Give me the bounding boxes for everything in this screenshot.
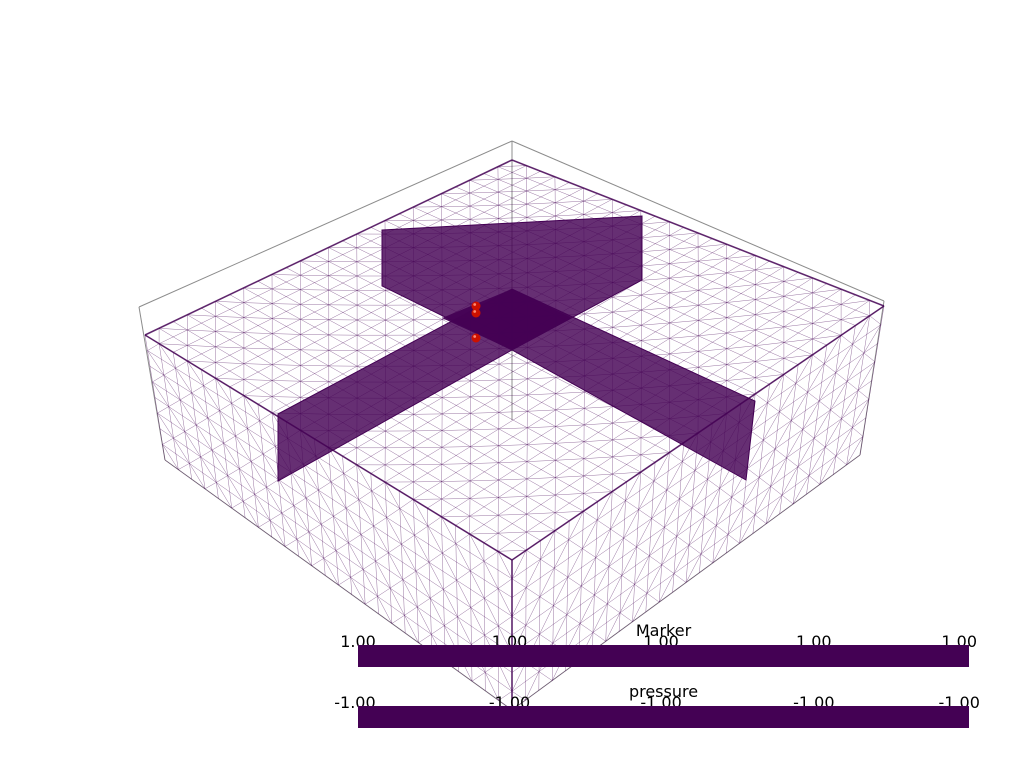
scalar-bar-title: Marker — [635, 621, 692, 640]
fracture-intersection — [442, 289, 572, 350]
bounding-box-edge — [138, 140, 513, 308]
mesh-top-face — [144, 159, 885, 561]
marker-point — [471, 333, 481, 343]
scalar-bar-title: pressure — [628, 682, 699, 701]
marker-points — [471, 301, 481, 343]
scalar-bar-colormap — [358, 645, 969, 667]
marker-point — [471, 308, 481, 318]
scalar-bar-colormap — [358, 706, 969, 728]
mesh-edge — [144, 159, 513, 336]
bounding-box-edge — [138, 306, 166, 461]
mesh-edge — [511, 159, 885, 307]
marker-point-highlight — [473, 303, 477, 306]
bounding-box-edge — [511, 140, 885, 302]
fracture-planes — [277, 215, 756, 482]
marker-point-highlight — [473, 335, 477, 338]
marker-point-highlight — [473, 310, 477, 313]
